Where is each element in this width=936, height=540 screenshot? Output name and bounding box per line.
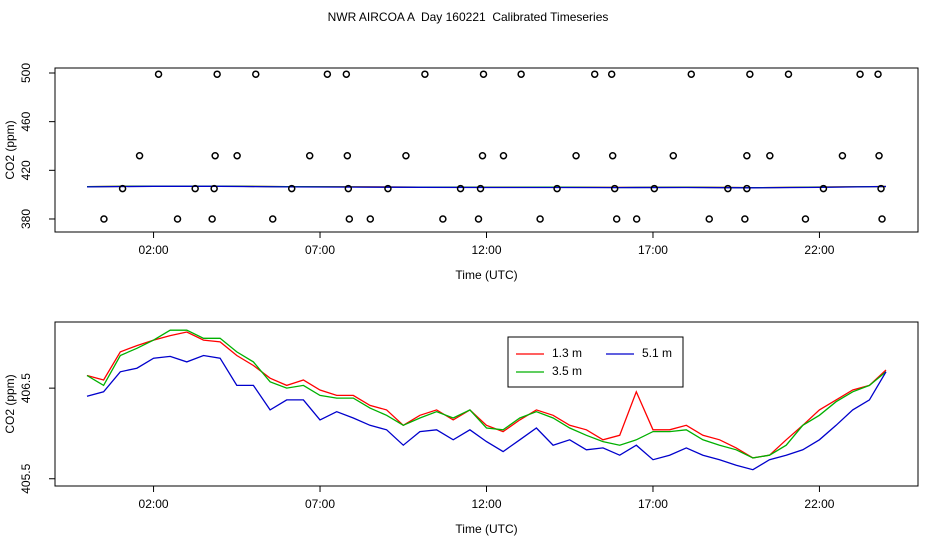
data-point (323, 70, 332, 78)
data-point (478, 151, 487, 160)
data-point (210, 184, 218, 193)
legend-label: 5.1 m (642, 346, 672, 360)
data-point (877, 184, 885, 193)
data-point (344, 184, 353, 193)
data-point (342, 70, 351, 78)
data-point (456, 184, 465, 193)
series-line (86, 354, 887, 471)
series-line (86, 331, 887, 459)
data-point (421, 70, 429, 78)
legend-label: 3.5 m (552, 364, 582, 378)
chart-title: NWR AIRCOA A Day 160221 Calibrated Times… (328, 10, 609, 24)
legend-box (507, 336, 684, 388)
data-point (135, 151, 144, 160)
data-point (305, 151, 314, 160)
y-tick-label: 460 (19, 111, 33, 131)
x-tick-label: 17:00 (638, 497, 668, 511)
data-point (610, 184, 619, 193)
y-tick-label: 420 (19, 160, 33, 180)
data-point (801, 215, 810, 223)
data-point (743, 184, 751, 193)
data-point (856, 70, 864, 78)
data-point (233, 151, 241, 160)
data-point (875, 151, 883, 160)
x-tick-label: 02:00 (139, 243, 169, 257)
y-tick-label: 500 (19, 63, 33, 83)
data-point (572, 151, 580, 160)
data-point (479, 70, 488, 78)
series-line (86, 185, 887, 189)
series-line (86, 329, 887, 459)
x-tick-label: 12:00 (471, 243, 501, 257)
plot-frame (54, 321, 919, 487)
data-point (384, 184, 392, 193)
data-point (590, 70, 599, 78)
x-tick-label: 17:00 (638, 243, 668, 257)
data-point (669, 151, 678, 160)
data-point (287, 184, 296, 193)
x-axis-label: Time (UTC) (455, 522, 517, 536)
x-tick-label: 02:00 (139, 497, 169, 511)
data-point (784, 70, 793, 78)
x-tick-label: 22:00 (804, 243, 834, 257)
y-tick-label: 406.5 (19, 373, 33, 403)
data-point (366, 215, 375, 223)
data-point (191, 184, 199, 193)
data-point (741, 215, 749, 223)
y-axis-label: CO2 (ppm) (3, 120, 17, 179)
data-point (746, 70, 754, 78)
data-point (474, 215, 483, 223)
data-point (819, 184, 828, 193)
data-point (173, 215, 182, 223)
data-point (213, 70, 221, 78)
data-point (536, 215, 544, 223)
data-point (632, 215, 641, 223)
data-point (705, 215, 713, 223)
data-point (154, 70, 163, 78)
data-point (650, 184, 659, 193)
data-point (553, 184, 561, 193)
legend-label: 1.3 m (552, 346, 582, 360)
x-tick-label: 07:00 (305, 243, 335, 257)
data-point (211, 151, 219, 160)
data-point (724, 184, 732, 193)
y-tick-label: 405.5 (19, 463, 33, 493)
x-tick-label: 22:00 (804, 497, 834, 511)
y-tick-label: 380 (19, 209, 33, 229)
data-point (612, 215, 621, 223)
x-tick-label: 07:00 (305, 497, 335, 511)
data-point (517, 70, 525, 78)
x-tick-label: 12:00 (471, 497, 501, 511)
y-axis-label: CO2 (ppm) (3, 374, 17, 433)
data-point (838, 151, 847, 160)
x-axis-label: Time (UTC) (455, 268, 517, 282)
data-point (402, 151, 410, 160)
data-point (878, 215, 886, 223)
data-point (208, 215, 216, 223)
data-point (345, 215, 354, 223)
data-point (252, 70, 260, 78)
plot-frame (54, 67, 919, 233)
data-point (118, 184, 127, 193)
data-point (874, 70, 882, 78)
data-point (499, 151, 508, 160)
data-point (268, 215, 277, 223)
data-point (766, 151, 774, 160)
data-point (608, 151, 617, 160)
data-point (476, 184, 485, 193)
data-point (439, 215, 447, 223)
data-point (343, 151, 352, 160)
data-point (607, 70, 616, 78)
data-point (743, 151, 751, 160)
data-point (100, 215, 108, 223)
data-point (687, 70, 696, 78)
